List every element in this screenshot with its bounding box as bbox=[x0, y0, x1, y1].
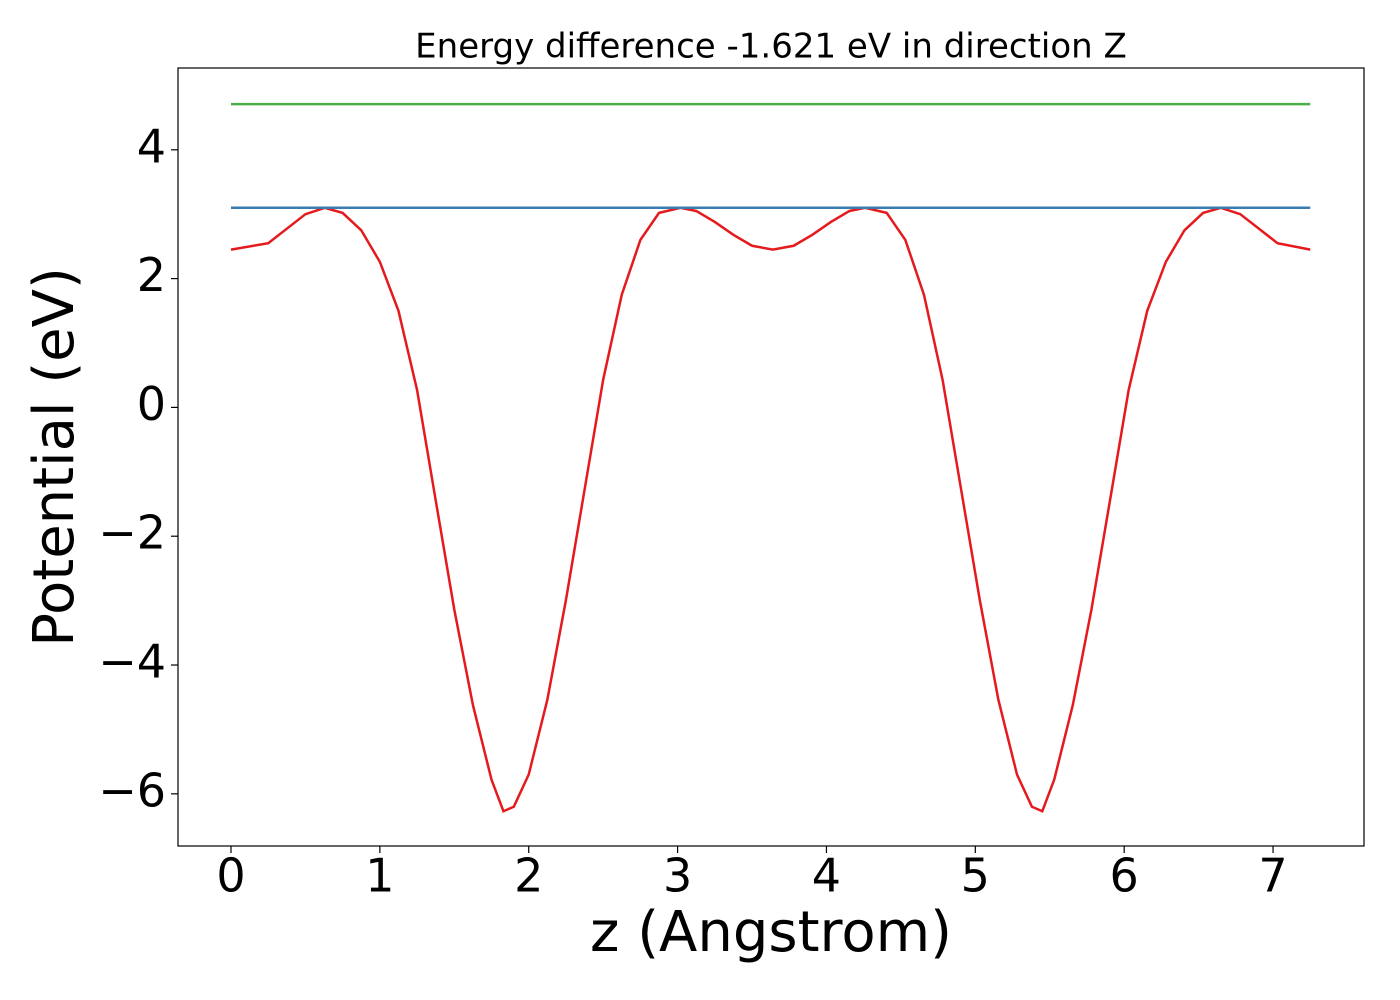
y-tick-label: 4 bbox=[137, 119, 166, 173]
x-tick-label: 2 bbox=[514, 849, 543, 903]
x-tick-label: 1 bbox=[365, 849, 394, 903]
x-tick-label: 6 bbox=[1110, 849, 1139, 903]
plot-frame bbox=[177, 67, 1365, 847]
x-tick-label: 4 bbox=[812, 849, 841, 903]
x-tick-label: 7 bbox=[1258, 849, 1287, 903]
y-tick-label: −4 bbox=[98, 635, 166, 689]
y-tick-label: 0 bbox=[137, 377, 166, 431]
y-axis-label: Potential (eV) bbox=[22, 267, 87, 647]
x-tick-label: 3 bbox=[663, 849, 692, 903]
y-tick-label: −6 bbox=[98, 763, 166, 817]
y-tick-label: 2 bbox=[137, 248, 166, 302]
x-tick-label: 0 bbox=[216, 849, 245, 903]
y-tick-label: −2 bbox=[98, 506, 166, 560]
x-tick-label: 5 bbox=[961, 849, 990, 903]
chart-title: Energy difference -1.621 eV in direction… bbox=[415, 27, 1127, 67]
data-line bbox=[230, 206, 1311, 813]
x-axis-label: z (Angstrom) bbox=[590, 900, 952, 965]
